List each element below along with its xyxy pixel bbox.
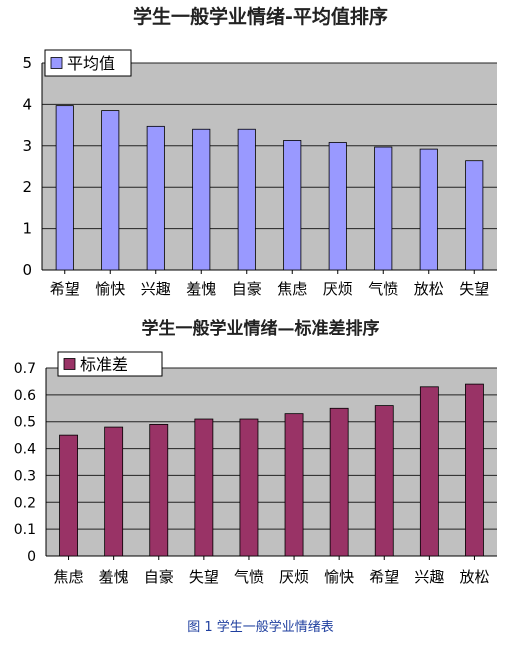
chart2-bar xyxy=(59,434,78,557)
chart1-legend-label: 平均值 xyxy=(67,54,115,73)
chart2-xtick-label: 焦虑 xyxy=(54,568,84,586)
chart1-xtick-label: 厌烦 xyxy=(323,280,353,298)
chart1-xtick-label: 放松 xyxy=(414,280,444,298)
chart2-ytick-label: 0.2 xyxy=(14,495,36,511)
chart2-bar xyxy=(194,418,214,557)
chart2-bar xyxy=(419,386,439,557)
chart2-xtick-label: 放松 xyxy=(459,568,489,586)
chart2-xtick-label: 自豪 xyxy=(144,568,174,586)
chart1-ytick-label: 2 xyxy=(22,178,32,196)
chart2-ytick-label: 0.4 xyxy=(14,442,36,458)
chart2-bar xyxy=(284,413,304,557)
chart2-xtick-label: 厌烦 xyxy=(279,568,309,586)
chart2-xtick-label: 气愤 xyxy=(234,568,264,586)
chart1-ytick-label: 3 xyxy=(22,137,32,155)
chart1-xtick-label: 焦虑 xyxy=(277,280,307,298)
chart2-xtick-label: 希望 xyxy=(369,568,399,586)
chart2-bar xyxy=(239,418,259,557)
chart2-legend-swatch xyxy=(63,358,76,370)
chart1-ytick-label: 1 xyxy=(22,220,32,238)
chart2-ytick-label: 0.5 xyxy=(14,415,36,431)
chart1-title: 学生一般学业情绪-平均值排序 xyxy=(133,6,388,28)
chart2-title: 学生一般学业情绪—标准差排序 xyxy=(141,319,380,339)
chart1-mean: 0 1 2 3 4 5 希望 愉快 兴趣 羞愧 自豪 焦虑 厌烦 气愤 放松 失望 平均值 xyxy=(22,49,497,298)
chart2-bar xyxy=(465,383,484,557)
chart2-bar xyxy=(104,426,124,557)
chart2-xtick-label: 兴趣 xyxy=(414,568,444,586)
chart1-ytick-label: 0 xyxy=(22,261,32,279)
chart1-xtick-label: 气愤 xyxy=(368,280,398,298)
chart2-bar xyxy=(374,405,394,557)
chart2-xtick-label: 愉快 xyxy=(324,568,354,586)
chart2-ytick-label: 0.6 xyxy=(14,388,36,404)
chart1-xtick-label: 希望 xyxy=(50,280,80,298)
chart1-ytick-label: 4 xyxy=(22,95,32,113)
chart2-bar xyxy=(149,423,169,557)
chart1-xtick-label: 自豪 xyxy=(232,280,262,298)
chart2-ytick-label: 0.3 xyxy=(14,468,36,484)
chart2-bar xyxy=(329,407,349,557)
chart1-xtick-label: 兴趣 xyxy=(141,280,171,298)
chart2-xtick-label: 失望 xyxy=(189,568,219,586)
chart2-xtick-label: 羞愧 xyxy=(99,568,129,586)
chart1-legend-swatch xyxy=(50,57,63,69)
chart1-ytick-label: 5 xyxy=(22,54,32,72)
chart2-ytick-label: 0.7 xyxy=(14,361,36,377)
chart1-xtick-label: 羞愧 xyxy=(186,280,216,298)
figure-caption: 图 1 学生一般学业情绪表 xyxy=(187,620,334,635)
chart2-ytick-label: 0 xyxy=(27,549,36,565)
chart1-xtick-label: 愉快 xyxy=(95,280,125,298)
chart1-xtick-label: 失望 xyxy=(459,280,489,298)
chart2-legend-label: 标准差 xyxy=(80,355,128,374)
chart2-ytick-label: 0.1 xyxy=(14,522,36,538)
